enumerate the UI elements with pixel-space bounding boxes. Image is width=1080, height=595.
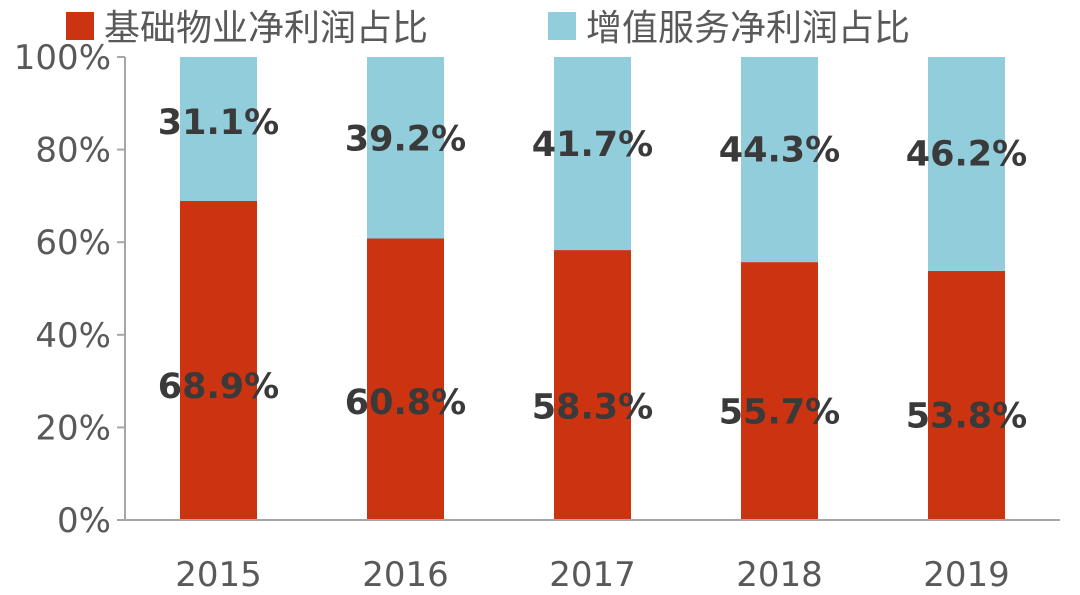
y-tick-label: 20%: [35, 408, 111, 448]
x-tick-label: 2017: [549, 555, 636, 595]
bar-segment-basic: [367, 238, 444, 520]
bar-segment-value-added: [180, 57, 257, 201]
bar-segment-value-added: [554, 57, 631, 251]
data-label: 46.2%: [906, 134, 1027, 174]
data-label: 39.2%: [345, 120, 466, 160]
legend-label-value-added: 增值服务净利润占比: [586, 8, 910, 49]
data-label: 31.1%: [158, 103, 279, 143]
data-label: 44.3%: [719, 130, 840, 170]
y-tick-label: 80%: [35, 131, 111, 171]
x-tick-label: 2015: [175, 555, 262, 595]
legend: 基础物业净利润占比 增值服务净利润占比: [66, 8, 910, 49]
y-tick-label: 60%: [35, 223, 111, 263]
x-tick-label: 2016: [362, 555, 449, 595]
legend-label-basic: 基础物业净利润占比: [104, 8, 428, 49]
y-axis: 0% 20% 40% 60% 80% 100%: [14, 38, 126, 541]
bar-segment-basic: [928, 270, 1005, 520]
bar-segment-basic: [554, 250, 631, 521]
bars: 68.9% 31.1% 60.8% 39.2% 58.3% 41.7% 55.7% 44.3%…: [158, 57, 1027, 521]
bar-segment-basic: [180, 200, 257, 521]
x-tick-label: 2018: [736, 555, 823, 595]
data-label: 55.7%: [719, 393, 840, 433]
legend-swatch-value-added: [548, 12, 576, 40]
data-label: 58.3%: [532, 388, 653, 428]
data-label: 68.9%: [158, 367, 279, 407]
y-tick-label: 0%: [57, 501, 111, 541]
x-tick-label: 2019: [923, 555, 1010, 595]
data-label: 60.8%: [345, 383, 466, 423]
bar-segment-value-added: [367, 57, 444, 239]
data-label: 53.8%: [906, 396, 1027, 436]
bar-segment-basic: [741, 262, 818, 520]
y-tick-label: 100%: [14, 38, 111, 78]
y-tick-label: 40%: [35, 316, 111, 356]
bar-segment-value-added: [928, 57, 1005, 271]
x-axis: 2015 2016 2017 2018 2019: [125, 519, 1060, 595]
data-label: 41.7%: [532, 125, 653, 165]
legend-swatch-basic: [66, 12, 94, 40]
bar-segment-value-added: [741, 57, 818, 263]
